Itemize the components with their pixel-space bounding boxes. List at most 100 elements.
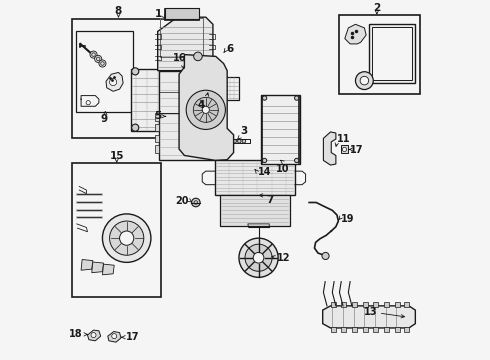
Circle shape (242, 139, 245, 143)
Circle shape (112, 334, 117, 339)
Circle shape (91, 333, 96, 338)
Circle shape (233, 139, 237, 143)
Polygon shape (179, 55, 234, 161)
Text: 6: 6 (226, 44, 234, 54)
Text: 11: 11 (337, 134, 350, 144)
Circle shape (167, 68, 174, 75)
Circle shape (322, 252, 329, 260)
Circle shape (263, 158, 267, 163)
Text: 2: 2 (373, 3, 380, 13)
Bar (341, 145, 348, 153)
Text: 17: 17 (350, 145, 364, 155)
Circle shape (294, 96, 299, 100)
Bar (155, 145, 159, 153)
Text: 14: 14 (257, 167, 271, 177)
Text: 3: 3 (241, 126, 248, 135)
Circle shape (120, 231, 134, 245)
Circle shape (194, 97, 218, 122)
Text: 17: 17 (125, 332, 139, 342)
Bar (165, 8, 198, 19)
Text: 1: 1 (155, 9, 162, 19)
Text: 18: 18 (69, 329, 83, 339)
Bar (331, 327, 336, 332)
Circle shape (360, 76, 368, 85)
Circle shape (343, 147, 346, 152)
Text: 10: 10 (276, 164, 290, 174)
Text: 13: 13 (364, 307, 378, 317)
Bar (373, 327, 378, 332)
Bar (155, 124, 159, 131)
Bar (371, 27, 413, 80)
Polygon shape (215, 161, 295, 195)
Text: 9: 9 (100, 114, 108, 124)
Circle shape (263, 96, 267, 100)
Text: 4: 4 (197, 100, 205, 110)
Polygon shape (323, 132, 336, 165)
Bar (352, 302, 357, 307)
Text: 12: 12 (277, 253, 291, 263)
Polygon shape (102, 264, 114, 275)
Bar (394, 302, 400, 307)
Bar (155, 135, 159, 142)
Bar (131, 69, 174, 131)
Circle shape (194, 52, 202, 61)
Bar (404, 302, 409, 307)
Text: 19: 19 (341, 213, 354, 224)
Bar (72, 163, 161, 297)
Bar (164, 8, 199, 20)
Circle shape (110, 78, 117, 86)
Circle shape (167, 124, 174, 131)
Bar (76, 31, 133, 112)
Polygon shape (88, 330, 100, 341)
Circle shape (355, 72, 373, 90)
Polygon shape (108, 332, 121, 342)
Bar (384, 327, 389, 332)
Circle shape (219, 139, 222, 143)
Bar (394, 327, 400, 332)
Bar (205, 77, 239, 100)
Circle shape (294, 158, 299, 163)
Circle shape (238, 139, 241, 143)
Text: 7: 7 (267, 195, 274, 205)
Text: 20: 20 (175, 196, 189, 206)
Circle shape (181, 71, 188, 78)
Bar (72, 19, 177, 138)
Bar (404, 327, 409, 332)
Circle shape (245, 244, 272, 271)
Polygon shape (323, 306, 416, 328)
Bar (352, 327, 357, 332)
Circle shape (245, 165, 249, 169)
Circle shape (132, 124, 139, 131)
Bar (341, 302, 346, 307)
Polygon shape (241, 161, 253, 173)
Polygon shape (106, 72, 123, 91)
Polygon shape (220, 195, 290, 226)
Bar (363, 302, 368, 307)
Bar (341, 327, 346, 332)
Text: 16: 16 (173, 53, 187, 63)
Bar (215, 145, 218, 153)
Bar (373, 302, 378, 307)
Bar (215, 124, 218, 131)
Circle shape (253, 252, 264, 263)
Bar (215, 135, 218, 142)
Bar (331, 302, 336, 307)
Polygon shape (92, 262, 103, 273)
Text: 8: 8 (115, 6, 122, 16)
Bar (369, 24, 416, 83)
Bar (363, 327, 368, 332)
Circle shape (223, 139, 227, 143)
Circle shape (102, 214, 151, 262)
Polygon shape (81, 260, 93, 270)
Bar (261, 95, 300, 164)
Circle shape (192, 198, 200, 207)
Bar (155, 113, 159, 121)
Polygon shape (345, 24, 366, 44)
Circle shape (110, 221, 144, 255)
Bar (215, 113, 218, 121)
Circle shape (186, 90, 225, 130)
Polygon shape (158, 17, 213, 71)
Bar (384, 302, 389, 307)
Text: 5: 5 (154, 111, 161, 121)
Circle shape (228, 139, 232, 143)
